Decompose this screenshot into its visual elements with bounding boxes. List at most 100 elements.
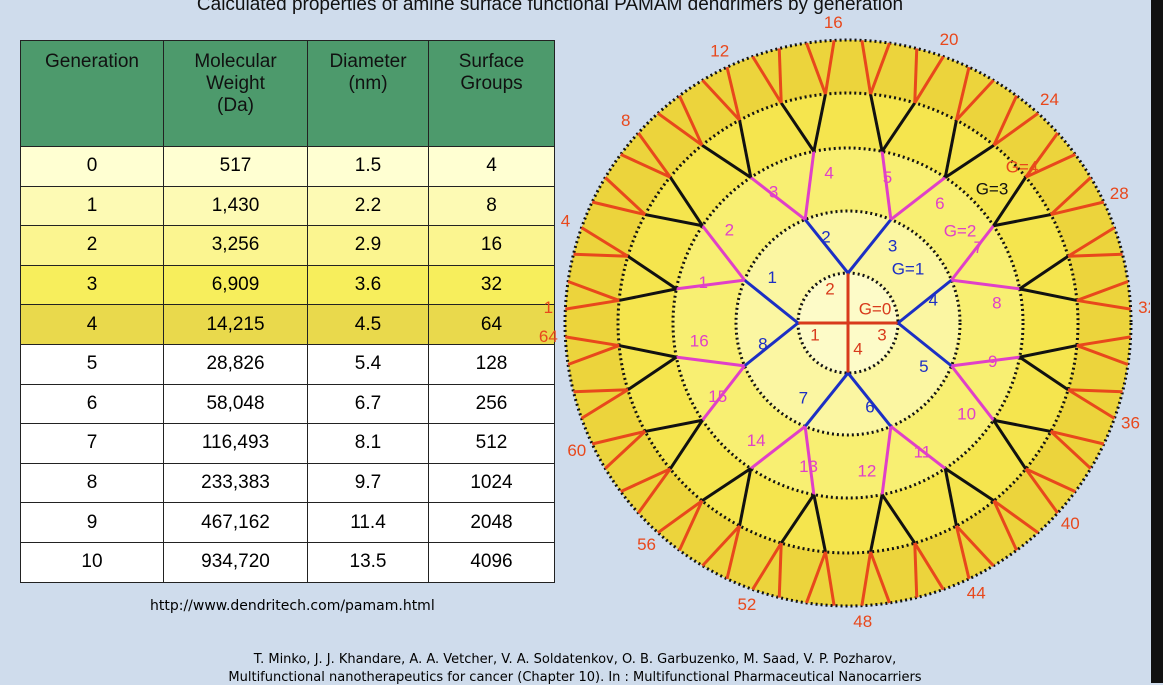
gen2-label: 14 <box>747 431 766 450</box>
branch <box>897 278 953 325</box>
branch <box>573 388 628 394</box>
generation-label: G=1 <box>892 259 925 278</box>
table-cell: 8 <box>20 462 164 504</box>
branch <box>1050 429 1105 446</box>
gen2-label: 7 <box>973 238 982 257</box>
table-cell: 4096 <box>428 541 555 583</box>
table-cell: 116,493 <box>163 423 308 464</box>
table-row: 5 28,826 5.4 128 <box>20 343 555 385</box>
branch <box>580 388 629 420</box>
branch <box>805 42 827 95</box>
generation-label: G=4 <box>1006 157 1039 176</box>
table-cell: 8.1 <box>307 423 429 464</box>
branch <box>777 543 783 598</box>
branch <box>897 321 953 368</box>
header-cell: Diameter (nm) <box>307 40 429 147</box>
outer-label: 56 <box>637 535 656 554</box>
table-row: 6 58,048 6.7 256 <box>20 383 555 425</box>
branch <box>1076 298 1131 311</box>
branch <box>880 151 893 220</box>
branch <box>637 468 672 514</box>
table-cell: 9.7 <box>307 462 429 504</box>
table-cell: 5 <box>20 343 164 385</box>
branch <box>869 42 891 95</box>
gen1-label: 1 <box>767 268 776 287</box>
branch <box>846 218 893 274</box>
branch <box>573 252 628 258</box>
table-cell: 517 <box>163 146 308 187</box>
table-cell: 2.9 <box>307 225 429 266</box>
table-cell: 2.2 <box>307 185 429 227</box>
branch <box>779 102 816 153</box>
table-cell: 10 <box>20 541 164 583</box>
branch <box>913 543 919 598</box>
branch <box>678 500 704 551</box>
outer-label: 20 <box>940 30 959 49</box>
gen2-label: 16 <box>690 331 709 350</box>
branch <box>992 176 1028 227</box>
branch <box>1076 344 1129 366</box>
outer-label: 44 <box>967 584 986 603</box>
branch <box>943 468 958 527</box>
branch <box>913 55 945 104</box>
branch <box>1024 132 1059 178</box>
dotted-ring <box>734 209 962 437</box>
branch <box>620 467 671 493</box>
branch <box>743 278 799 325</box>
gen1-label: 4 <box>928 290 937 309</box>
branch <box>1067 226 1116 258</box>
branch <box>618 287 677 302</box>
outer-label: 16 <box>824 13 843 32</box>
outer-label: 40 <box>1061 514 1080 533</box>
header-text: Diameter (nm) <box>329 51 407 94</box>
table-cell: 6,909 <box>163 264 308 306</box>
gen2-label: 13 <box>799 457 818 476</box>
branch <box>620 153 671 179</box>
table-cell: 2 <box>20 225 164 266</box>
table-cell: 32 <box>428 264 555 306</box>
branch <box>993 418 1052 433</box>
branch <box>725 525 742 580</box>
branch <box>869 551 891 604</box>
branch <box>954 66 971 121</box>
gen0-label: 2 <box>825 279 834 298</box>
branch <box>880 426 893 495</box>
table-row: 0 517 1.5 4 <box>20 146 555 187</box>
table-cell: 256 <box>428 383 555 425</box>
branch <box>777 48 783 103</box>
outer-label: 36 <box>1121 414 1140 433</box>
gen1-label: 5 <box>919 357 928 376</box>
table-row: 8 233,383 9.7 1024 <box>20 462 555 504</box>
branch <box>880 102 917 153</box>
table-cell: 3.6 <box>307 264 429 306</box>
branch <box>1049 430 1092 470</box>
branch <box>869 494 884 553</box>
branch <box>618 344 677 359</box>
branch <box>779 493 816 544</box>
branch <box>992 419 1028 470</box>
branch <box>1018 355 1069 392</box>
branch <box>803 218 850 274</box>
branch <box>889 176 947 221</box>
branch <box>993 499 1039 534</box>
branch <box>860 40 873 95</box>
branch <box>950 364 995 422</box>
gen2-label: 1 <box>699 273 708 292</box>
branch <box>644 418 703 433</box>
branch <box>1076 335 1131 348</box>
branch <box>880 493 917 544</box>
table-cell: 58,048 <box>163 383 308 425</box>
branch <box>1067 388 1116 420</box>
gen2-label: 12 <box>857 461 876 480</box>
header-text: Molecular Weight (Da) <box>194 51 277 116</box>
branch <box>1019 344 1078 359</box>
gen1-label: 8 <box>758 335 767 354</box>
branch <box>803 372 850 428</box>
branch <box>846 372 893 428</box>
outer-label: 32 <box>1138 298 1150 317</box>
outer-label: 4 <box>561 211 570 230</box>
branch <box>992 95 1018 146</box>
branch <box>668 419 704 470</box>
table-cell: 8 <box>428 185 555 227</box>
